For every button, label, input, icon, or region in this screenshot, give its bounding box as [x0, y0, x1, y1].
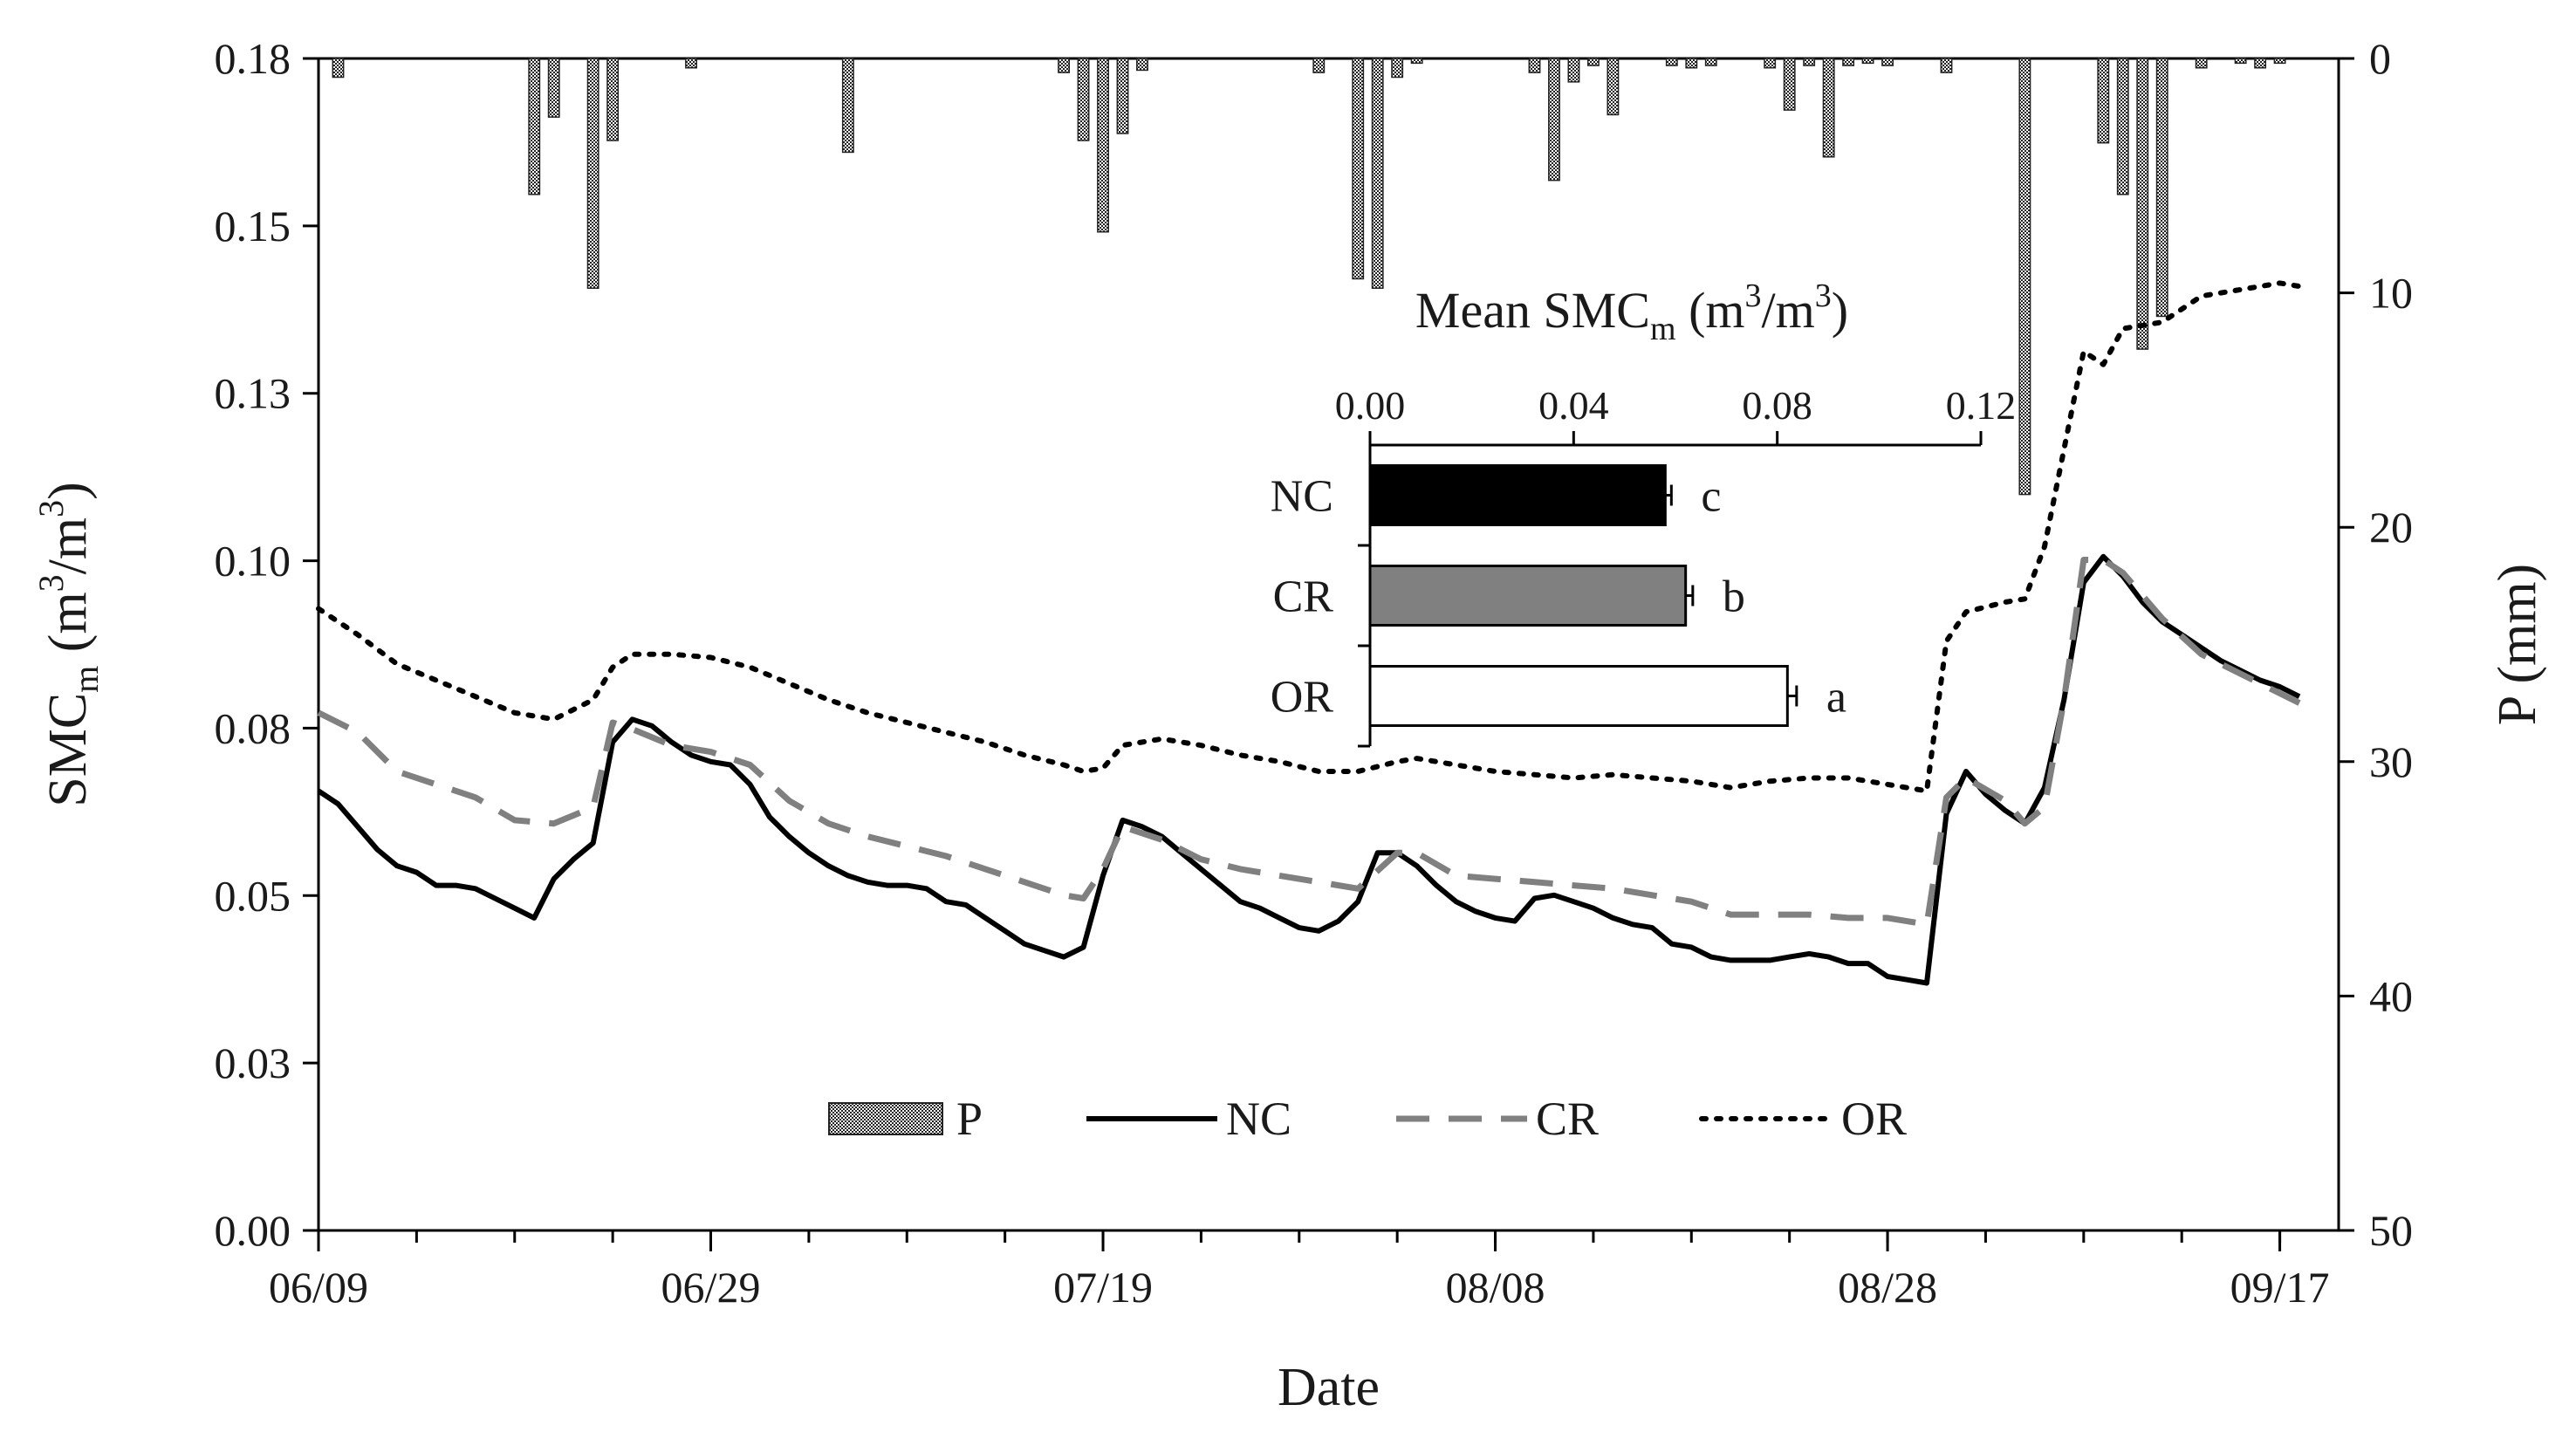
y-tick-label: 0.13: [215, 369, 291, 418]
inset-category-label: OR: [1271, 673, 1334, 723]
precip-bar: [528, 58, 541, 195]
precip-bar: [606, 58, 620, 141]
legend-label-or: OR: [1841, 1093, 1907, 1145]
legend-label-p: P: [956, 1093, 983, 1145]
y2-tick-label: 0: [2369, 34, 2391, 83]
inset-x-tick-label: 0.08: [1742, 383, 1812, 428]
precip-bar: [1077, 58, 1090, 141]
inset-category-label: CR: [1273, 572, 1334, 622]
x-axis-title: Date: [1278, 1358, 1380, 1417]
precip-bar: [1607, 58, 1620, 116]
precip-bar: [1665, 58, 1678, 66]
precip-bar: [2097, 58, 2110, 144]
precip-bar: [1842, 58, 1855, 66]
precip-bar: [2195, 58, 2208, 69]
inset-bar-or: [1368, 665, 1789, 727]
precip-bar: [2116, 58, 2129, 195]
inset-bar-nc: [1368, 464, 1667, 526]
y-axis-title: SMCm (m3/m3): [31, 482, 106, 807]
series-line-cr: [317, 557, 2301, 928]
inset-category-label: NC: [1271, 472, 1333, 522]
precip-bar: [1136, 58, 1148, 72]
precip-bar: [1410, 58, 1423, 65]
precip-bar: [1940, 58, 1953, 73]
inset-significance-letter: b: [1723, 572, 1745, 622]
inset-significance-letter: c: [1701, 472, 1721, 522]
inset-x-tick-label: 0.12: [1946, 383, 2017, 428]
precip-bar: [1783, 58, 1796, 111]
inset-bar-cr: [1368, 565, 1688, 627]
y-tick-label: 0.15: [215, 202, 291, 250]
series-line-or: [316, 280, 2302, 794]
precip-bar: [1352, 58, 1365, 280]
y-tick-label: 0.08: [215, 703, 291, 752]
precip-bar: [2234, 58, 2247, 65]
inset-significance-letter: a: [1826, 673, 1846, 723]
precip-bar: [1861, 58, 1874, 65]
y-tick-label: 0.10: [215, 537, 291, 586]
precip-bar: [2136, 58, 2149, 350]
x-tick-label: 09/17: [2230, 1263, 2330, 1312]
precip-bar: [1097, 58, 1109, 233]
precip-bar: [1586, 58, 1600, 66]
inset-x-tick-label: 0.04: [1538, 383, 1609, 428]
legend-label-nc: NC: [1226, 1093, 1291, 1145]
precip-bar: [332, 58, 345, 79]
y-tick-label: 0.05: [215, 871, 291, 920]
inset-title: Mean SMCm (m3/m3): [1415, 278, 1848, 347]
series-line-nc: [317, 553, 2301, 986]
inset-x-tick-label: 0.00: [1335, 383, 1406, 428]
x-tick-label: 06/09: [269, 1263, 368, 1312]
precip-bar: [1881, 58, 1894, 66]
precip-bar: [1116, 58, 1129, 134]
y-tick-label: 0.03: [215, 1038, 291, 1087]
precip-bar: [2254, 58, 2267, 69]
precip-bar: [1058, 58, 1071, 73]
legend-label-cr: CR: [1536, 1093, 1599, 1145]
precip-bar: [1822, 58, 1835, 158]
precip-bar: [685, 58, 697, 69]
x-tick-label: 08/28: [1838, 1263, 1937, 1312]
precip-bar: [547, 58, 560, 118]
precip-bar: [1704, 58, 1717, 66]
precip-bar: [2273, 58, 2286, 65]
y2-tick-label: 20: [2369, 503, 2413, 552]
x-tick-label: 07/19: [1053, 1263, 1153, 1312]
precip-bar: [586, 58, 599, 289]
precip-bar: [1803, 58, 1816, 66]
main-plot: 0.00 0.03 0.05 0.08 0.10 0.13 0.15 0.18 0 10 20 30 4…: [31, 34, 2547, 1417]
precip-bar: [841, 58, 854, 154]
y-tick-label: 0.18: [215, 34, 291, 83]
y-tick-label: 0.00: [215, 1206, 291, 1255]
precip-bar: [1548, 58, 1560, 182]
precip-bar: [1391, 58, 1404, 79]
y2-tick-label: 50: [2369, 1206, 2413, 1255]
y2-tick-label: 30: [2369, 737, 2413, 786]
x-tick-label: 06/29: [661, 1263, 761, 1312]
precip-bar: [1312, 58, 1326, 73]
precip-bar: [2155, 58, 2168, 318]
y2-tick-label: 40: [2369, 971, 2413, 1020]
inset-bar-chart: 0.00 0.04 0.08 0.12 Mean SMCm (m3/m3) NC c CR b O…: [1271, 278, 2017, 748]
x-tick-label: 08/08: [1446, 1263, 1545, 1312]
precip-bar: [1685, 58, 1698, 69]
precip-bar: [2018, 58, 2031, 496]
y2-axis-title: P (mm): [2488, 564, 2547, 725]
legend-swatch-p: [828, 1102, 943, 1135]
y2-tick-label: 10: [2369, 269, 2413, 318]
precip-bar: [1567, 58, 1580, 83]
precip-bar: [1528, 58, 1541, 73]
legend: P NC CR OR: [828, 1093, 1907, 1145]
precip-bar: [1764, 58, 1777, 69]
precip-bar: [1371, 58, 1384, 289]
